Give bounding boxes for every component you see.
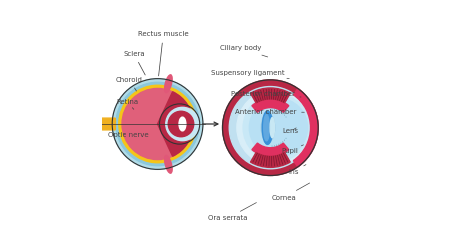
Circle shape: [237, 90, 311, 165]
Text: Retina: Retina: [116, 99, 138, 109]
Text: Choroid: Choroid: [116, 77, 143, 91]
Wedge shape: [158, 92, 193, 156]
Circle shape: [112, 79, 203, 169]
Circle shape: [223, 80, 318, 176]
Text: Ciliary body: Ciliary body: [220, 45, 268, 57]
Text: Posterior chamber: Posterior chamber: [230, 91, 301, 97]
Circle shape: [116, 82, 199, 166]
Text: Pupil: Pupil: [282, 145, 303, 154]
Text: Iris: Iris: [288, 165, 306, 175]
Wedge shape: [293, 89, 318, 167]
Text: Ora serrata: Ora serrata: [207, 203, 256, 221]
Ellipse shape: [165, 155, 172, 173]
Wedge shape: [252, 143, 289, 156]
Ellipse shape: [264, 115, 270, 141]
Ellipse shape: [270, 118, 274, 138]
Circle shape: [122, 89, 193, 159]
Text: Suspensory ligament: Suspensory ligament: [212, 69, 289, 79]
Text: Anterior chamber: Anterior chamber: [235, 109, 304, 115]
Ellipse shape: [179, 117, 186, 131]
Ellipse shape: [262, 111, 273, 144]
Circle shape: [249, 98, 308, 157]
Wedge shape: [251, 88, 290, 103]
Text: Optic nerve: Optic nerve: [108, 132, 148, 138]
Ellipse shape: [165, 75, 172, 93]
Text: Cornea: Cornea: [271, 183, 310, 201]
FancyBboxPatch shape: [92, 118, 115, 130]
Circle shape: [166, 107, 199, 141]
Text: Sclera: Sclera: [123, 51, 145, 75]
Circle shape: [229, 87, 311, 169]
Circle shape: [243, 94, 310, 161]
Circle shape: [119, 85, 196, 163]
Text: Rectus muscle: Rectus muscle: [138, 31, 189, 76]
Wedge shape: [251, 153, 290, 167]
Text: Lens: Lens: [283, 128, 298, 134]
Circle shape: [168, 111, 194, 137]
Ellipse shape: [261, 113, 274, 142]
Wedge shape: [252, 99, 289, 112]
